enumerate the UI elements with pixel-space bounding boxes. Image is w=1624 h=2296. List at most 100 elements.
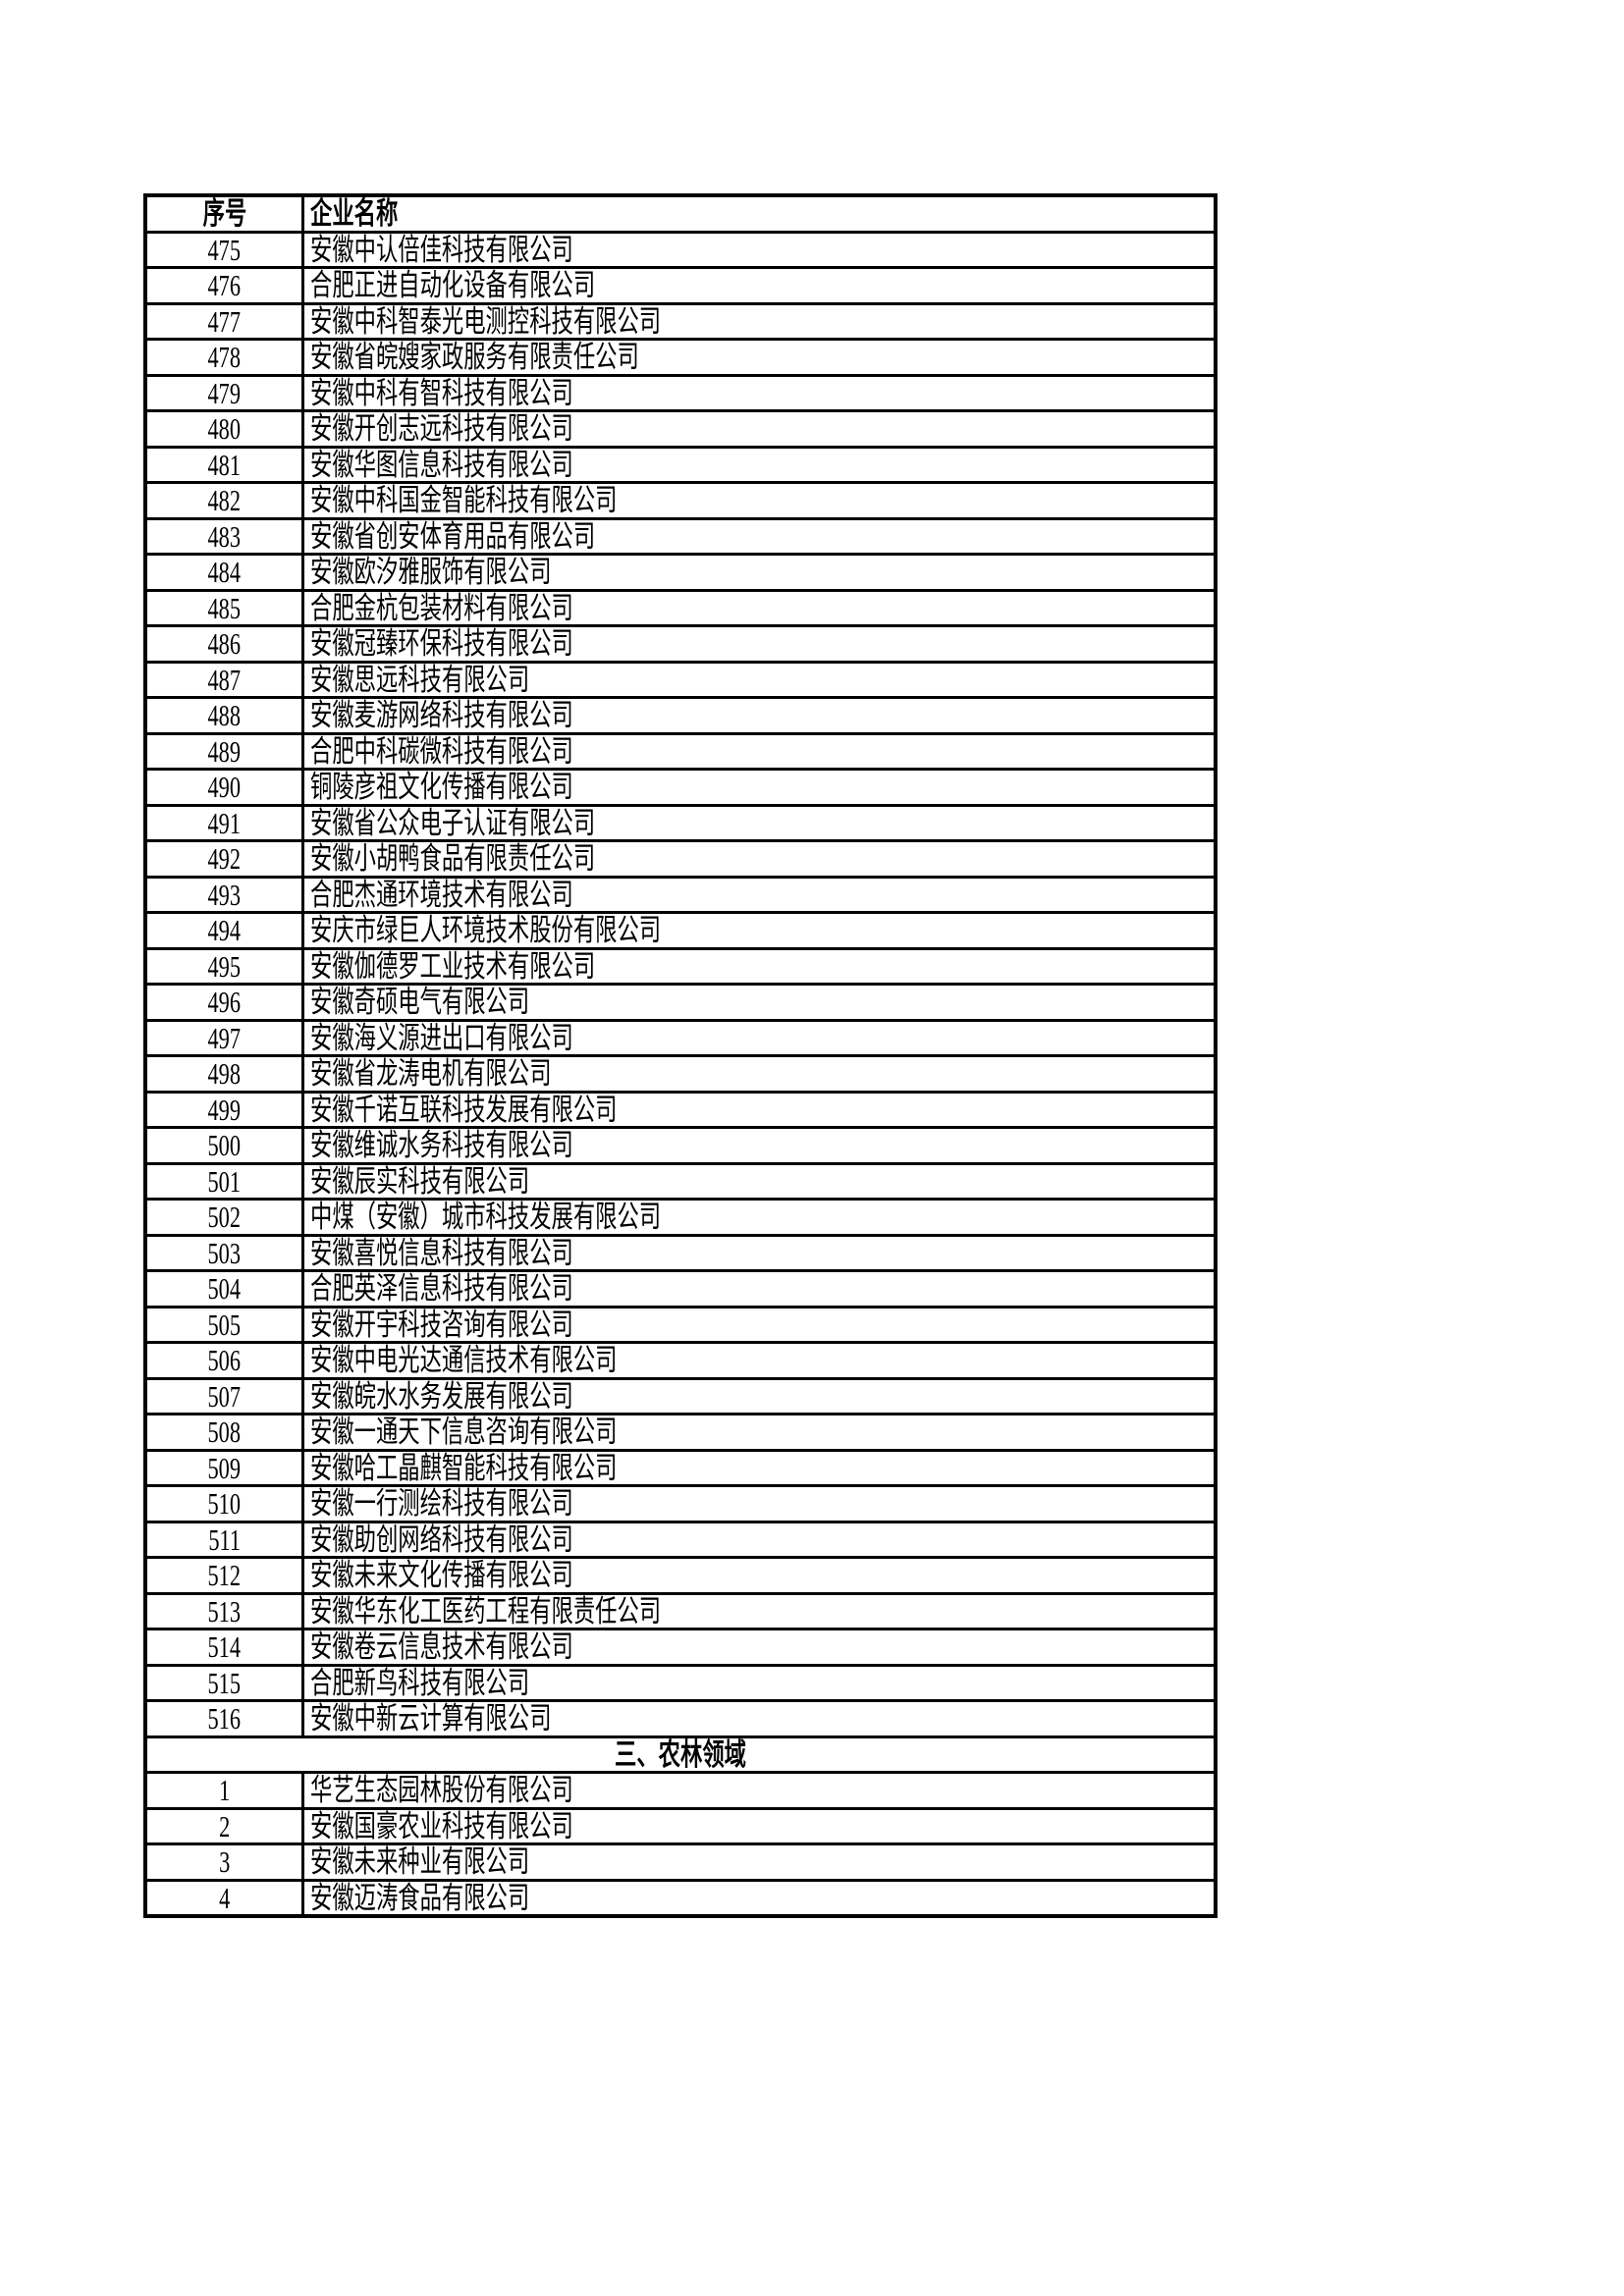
table-row: 486 安徽冠臻环保科技有限公司: [143, 624, 1218, 664]
company-name: 安徽助创网络科技有限公司: [301, 1520, 1218, 1559]
company-name-text: 安徽维诚水务科技有限公司: [310, 1128, 573, 1163]
company-name-text: 合肥英泽信息科技有限公司: [310, 1271, 573, 1307]
row-number: 480: [143, 409, 304, 449]
row-number: 515: [143, 1663, 304, 1702]
row-number: 511: [143, 1520, 304, 1559]
row-number: 487: [143, 660, 304, 699]
company-name-text: 合肥正进自动化设备有限公司: [310, 268, 596, 303]
table-row: 495 安徽伽德罗工业技术有限公司: [143, 946, 1218, 986]
row-number-text: 492: [207, 841, 242, 877]
company-name-text: 安徽辰实科技有限公司: [310, 1163, 530, 1199]
company-name: 安徽华图信息科技有限公司: [301, 445, 1218, 484]
row-number: 497: [143, 1018, 304, 1057]
company-name: 安徽一通天下信息咨询有限公司: [301, 1413, 1218, 1452]
company-name-text: 安徽开宇科技咨询有限公司: [310, 1307, 573, 1342]
table-row: 505 安徽开宇科技咨询有限公司: [143, 1305, 1218, 1344]
header-name-text: 企业名称: [310, 196, 399, 232]
table-row: 2 安徽国豪农业科技有限公司: [143, 1806, 1218, 1845]
company-name: 安徽卷云信息技术有限公司: [301, 1628, 1218, 1667]
row-number: 502: [143, 1198, 304, 1237]
row-number: 475: [143, 230, 304, 269]
row-number: 492: [143, 839, 304, 879]
company-name: 安徽国豪农业科技有限公司: [301, 1806, 1218, 1845]
company-name-text: 安徽省公众电子认证有限公司: [310, 805, 596, 840]
row-number: 484: [143, 553, 304, 592]
row-number: 3: [143, 1842, 304, 1882]
row-number: 498: [143, 1054, 304, 1094]
company-name: 安徽开宇科技咨询有限公司: [301, 1305, 1218, 1344]
table-row: 512 安徽未来文化传播有限公司: [143, 1556, 1218, 1595]
row-number: 504: [143, 1269, 304, 1308]
row-number-text: 515: [207, 1665, 242, 1700]
table-row: 483 安徽省创安体育用品有限公司: [143, 516, 1218, 556]
company-name-text: 安徽省龙涛电机有限公司: [310, 1056, 552, 1092]
row-number-text: 480: [207, 411, 242, 447]
row-number: 485: [143, 588, 304, 627]
company-name-text: 安徽海义源进出口有限公司: [310, 1020, 573, 1055]
table-row: 494 安庆市绿巨人环境技术股份有限公司: [143, 911, 1218, 950]
table-row: 516 安徽中新云计算有限公司: [143, 1699, 1218, 1738]
row-number-text: 479: [207, 375, 242, 410]
row-number-text: 509: [207, 1450, 242, 1485]
company-name-text: 安徽皖水水务发展有限公司: [310, 1378, 573, 1414]
table-row: 502 中煤（安徽）城市科技发展有限公司: [143, 1198, 1218, 1237]
row-number-text: 1: [218, 1773, 231, 1808]
table-row: 490 铜陵彦祖文化传播有限公司: [143, 768, 1218, 807]
company-name-text: 安徽奇硕电气有限公司: [310, 985, 530, 1020]
company-name: 安徽中新云计算有限公司: [301, 1699, 1218, 1738]
table-row: 491 安徽省公众电子认证有限公司: [143, 803, 1218, 842]
row-number-text: 502: [207, 1200, 242, 1235]
row-number-text: 496: [207, 985, 242, 1020]
company-name: 安徽省公众电子认证有限公司: [301, 803, 1218, 842]
table-row: 492 安徽小胡鸭食品有限责任公司: [143, 839, 1218, 879]
table-row: 482 安徽中科国金智能科技有限公司: [143, 481, 1218, 520]
row-number-text: 494: [207, 913, 242, 948]
company-name-text: 安徽冠臻环保科技有限公司: [310, 626, 573, 662]
company-name: 华艺生态园林股份有限公司: [301, 1771, 1218, 1810]
company-name: 铜陵彦祖文化传播有限公司: [301, 768, 1218, 807]
company-name-text: 安徽卷云信息技术有限公司: [310, 1629, 573, 1665]
row-number-text: 490: [207, 770, 242, 805]
row-number: 503: [143, 1233, 304, 1272]
section-heading: 三、农林领域: [143, 1735, 1218, 1774]
row-number: 490: [143, 768, 304, 807]
company-name: 安徽省创安体育用品有限公司: [301, 516, 1218, 556]
row-number-text: 510: [207, 1486, 242, 1522]
row-number: 4: [143, 1878, 304, 1918]
company-name-text: 安徽未来文化传播有限公司: [310, 1558, 573, 1593]
table-row: 501 安徽辰实科技有限公司: [143, 1161, 1218, 1201]
company-name: 安徽迈涛食品有限公司: [301, 1878, 1218, 1918]
company-name-text: 安徽中科智泰光电测控科技有限公司: [310, 303, 662, 339]
table-row: 484 安徽欧汐雅服饰有限公司: [143, 553, 1218, 592]
table-row: 485 合肥金杭包装材料有限公司: [143, 588, 1218, 627]
company-name-text: 安徽小胡鸭食品有限责任公司: [310, 841, 596, 877]
company-name: 合肥中科碳微科技有限公司: [301, 731, 1218, 771]
row-number-text: 483: [207, 518, 242, 554]
company-name-text: 中煤（安徽）城市科技发展有限公司: [310, 1200, 662, 1235]
row-number: 499: [143, 1090, 304, 1129]
row-number-text: 4: [218, 1880, 231, 1915]
section-heading-text: 三、农林领域: [615, 1736, 746, 1772]
enterprise-table: 序号 企业名称 475 安徽中认倍佳科技有限公司 476 合肥正进自动化设备有限公司 4…: [143, 193, 1218, 1918]
table-row: 503 安徽喜悦信息科技有限公司: [143, 1233, 1218, 1272]
table-row: 475 安徽中认倍佳科技有限公司: [143, 230, 1218, 269]
table-row: 513 安徽华东化工医药工程有限责任公司: [143, 1591, 1218, 1630]
row-number-text: 508: [207, 1415, 242, 1450]
row-number: 516: [143, 1699, 304, 1738]
row-number-text: 512: [207, 1558, 242, 1593]
company-name-text: 合肥新鸟科技有限公司: [310, 1665, 530, 1700]
company-name-text: 安徽华东化工医药工程有限责任公司: [310, 1593, 662, 1629]
row-number: 489: [143, 731, 304, 771]
company-name: 合肥金杭包装材料有限公司: [301, 588, 1218, 627]
company-name-text: 安徽喜悦信息科技有限公司: [310, 1235, 573, 1270]
company-name-text: 安徽思远科技有限公司: [310, 662, 530, 697]
company-name-text: 安徽省创安体育用品有限公司: [310, 518, 596, 554]
company-name: 安徽一行测绘科技有限公司: [301, 1484, 1218, 1523]
company-name: 安徽奇硕电气有限公司: [301, 983, 1218, 1022]
company-name: 安徽省龙涛电机有限公司: [301, 1054, 1218, 1094]
row-number: 479: [143, 373, 304, 412]
row-number-text: 495: [207, 948, 242, 984]
row-number-text: 501: [207, 1163, 242, 1199]
row-number: 501: [143, 1161, 304, 1201]
row-number-text: 493: [207, 877, 242, 912]
